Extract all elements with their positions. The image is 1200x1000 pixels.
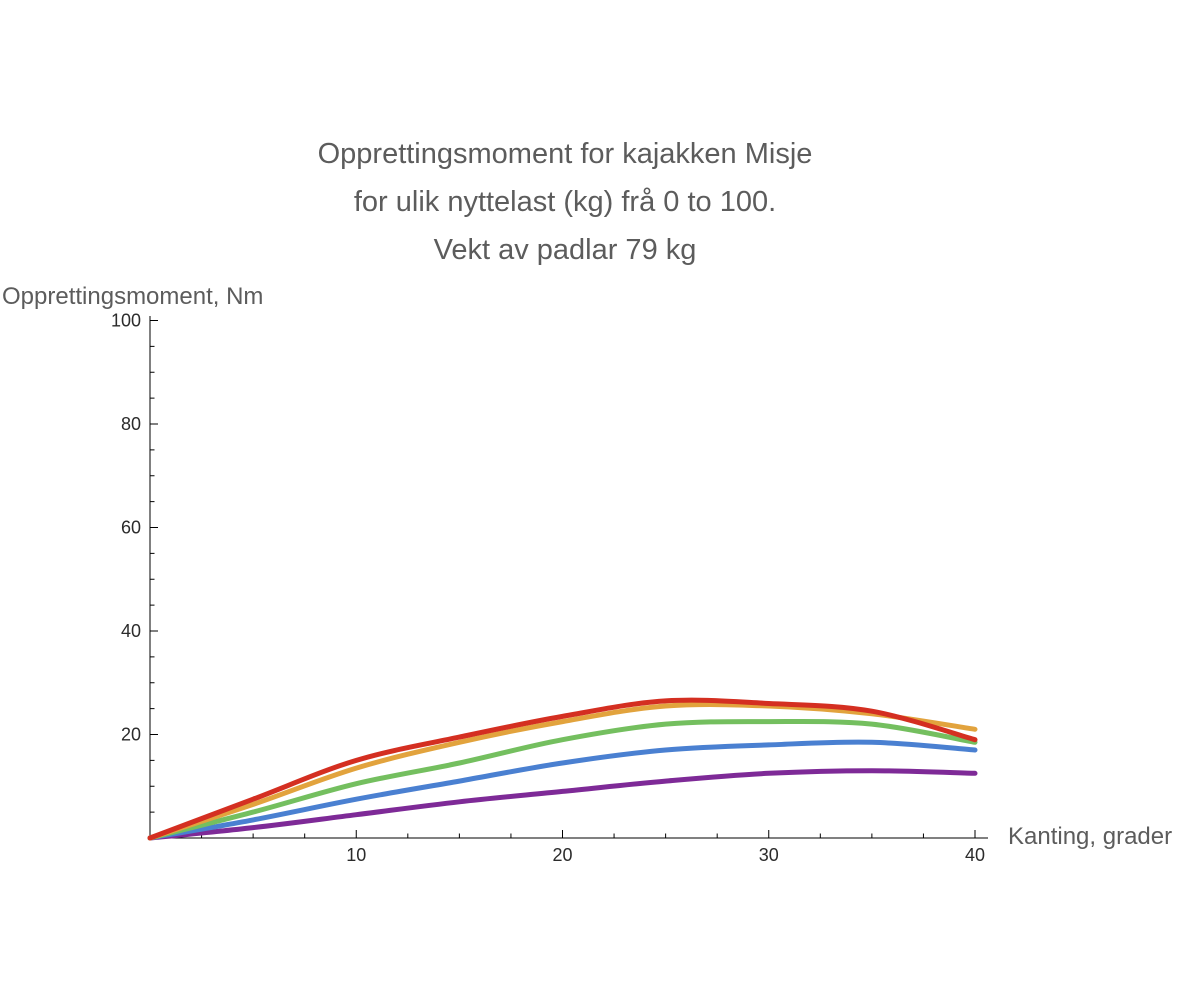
chart-title-line-2: for ulik nyttelast (kg) frå 0 to 100. — [353, 186, 777, 218]
y-tick-label: 100 — [111, 311, 141, 331]
x-tick-label: 30 — [759, 845, 779, 865]
series-line-blue — [147, 739, 978, 841]
y-tick-label: 60 — [121, 518, 141, 538]
x-axis-label: Kanting, grader — [1008, 823, 1173, 850]
series-line-red — [147, 697, 978, 841]
y-axis-label: Opprettingsmoment, Nm — [2, 283, 264, 310]
series-line-purple — [147, 768, 978, 841]
chart-title-line-1: Opprettingsmoment for kajakken Misje — [317, 138, 813, 170]
y-tick-label: 80 — [121, 414, 141, 434]
chart-title: Opprettingsmoment for kajakken Misje for… — [0, 130, 1130, 274]
chart-title-line-3: Vekt av padlar 79 kg — [433, 234, 697, 266]
x-tick-label: 10 — [346, 845, 366, 865]
x-tick-label: 40 — [965, 845, 985, 865]
y-tick-label: 40 — [121, 621, 141, 641]
series-line-orange — [147, 702, 978, 841]
x-tick-label: 20 — [552, 845, 572, 865]
series-line-green — [147, 718, 978, 841]
y-tick-label: 20 — [121, 725, 141, 745]
